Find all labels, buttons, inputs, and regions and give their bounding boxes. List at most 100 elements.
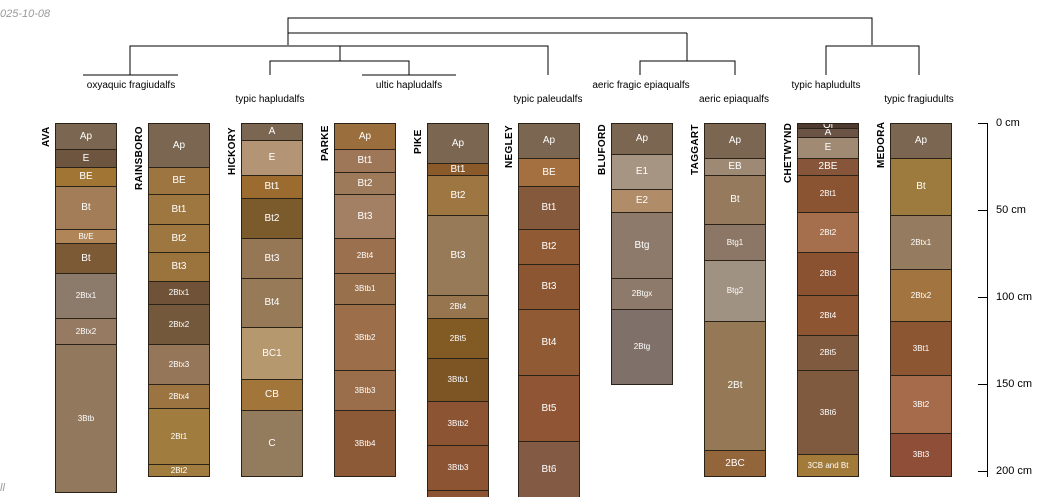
profile-name-chetwynd: CHETWYND [783, 122, 794, 183]
horizon-label: Bt5 [541, 402, 557, 414]
horizon-label: 2Bt2 [819, 227, 837, 237]
horizon: Bt2 [334, 172, 396, 195]
horizon: 3Btb1 [427, 358, 489, 402]
depth-tick [978, 297, 988, 298]
horizon: 3Btb [55, 344, 117, 493]
horizon-label: 3Btb4 [354, 438, 376, 448]
horizon: Ap [518, 123, 580, 159]
horizon-label: Bt2 [264, 212, 280, 224]
horizon: Bt [55, 186, 117, 230]
horizon: 2Btx3 [148, 344, 210, 385]
horizon [427, 490, 489, 497]
horizon-label: 3Btb3 [354, 385, 376, 395]
horizon: 2Btx2 [148, 304, 210, 345]
profile-name-pike: PIKE [413, 129, 424, 154]
horizon-label: 2Btg [633, 342, 651, 351]
taxon-label-1: oxyaquic fragiudalfs [86, 80, 176, 91]
horizon: 2Bt5 [427, 318, 489, 359]
horizon: 3Btb1 [334, 273, 396, 305]
horizon: A [241, 123, 303, 141]
profile-column-ava: Ap E BE Bt Bt/E Bt 2Btx1 2Btx2 3Btb [55, 123, 117, 497]
horizon-label: Ap [728, 135, 742, 146]
horizon-label: Bt3 [264, 252, 280, 264]
horizon: E [797, 137, 859, 159]
horizon: Ap [148, 123, 210, 168]
horizon: 3Btb2 [334, 304, 396, 371]
dendrogram [83, 17, 920, 76]
profile-column-rainsboro: Ap BE Bt1 Bt2 Bt3 2Btx1 2Btx2 2Btx3 2Btx4 2Bt1 2Bt… [148, 123, 210, 497]
horizon: Bt4 [241, 278, 303, 328]
horizon: Ap [334, 123, 396, 150]
horizon-label: Bt3 [450, 249, 466, 261]
horizon-label: 3Btb3 [447, 463, 469, 472]
horizon: Bt3 [241, 238, 303, 279]
horizon: E [55, 149, 117, 168]
horizon-label: Bt4 [541, 336, 557, 348]
horizon: 3CB and Bt [797, 454, 859, 477]
horizon-label: Ap [172, 139, 186, 151]
horizon-label: 2Btx1 [168, 288, 190, 297]
horizon-label: 2Bt4 [449, 302, 467, 311]
horizon-label: 3Btb2 [354, 332, 376, 342]
horizon: 2Bt2 [797, 212, 859, 253]
horizon: Bt2 [427, 175, 489, 216]
profile-column-pike: Ap Bt1 Bt2 Bt3 2Bt4 2Bt5 3Btb1 3Btb2 3Btb3 [427, 123, 489, 497]
horizon: 3Btb2 [427, 401, 489, 446]
horizon-label: 3Btb [77, 413, 95, 423]
dendro-epiaqualfs [639, 60, 736, 75]
profile-column-medora: Ap Bt 2Btx1 2Btx2 3Bt1 3Bt2 3Bt3 [890, 123, 952, 497]
horizon-label: Bt2 [171, 232, 187, 244]
horizon: Bt1 [241, 175, 303, 199]
horizon: Ap [427, 123, 489, 164]
depth-tick [978, 210, 988, 211]
profile-name-taggart: TAGGART [690, 124, 701, 176]
horizon-label: Oi [823, 123, 833, 129]
depth-tick-label: 50 cm [996, 204, 1026, 216]
horizon-label: E [82, 152, 90, 164]
horizon-label: BC1 [262, 347, 282, 359]
dendro-hapludalfs [269, 60, 410, 75]
horizon: E2 [611, 189, 673, 213]
horizon: 2Btgx [611, 278, 673, 310]
horizon-label: 3Btb1 [354, 284, 376, 293]
horizon: Btg2 [704, 260, 766, 322]
depth-tick [978, 471, 988, 472]
horizon-label: 2Bt1 [819, 189, 837, 198]
horizon: Bt2 [148, 224, 210, 253]
horizon-label: 2Bt5 [819, 348, 837, 357]
horizon-label: E [268, 152, 276, 163]
horizon: Bt [55, 243, 117, 274]
horizon-label: Ap [358, 130, 372, 142]
horizon-label: Bt3 [171, 261, 187, 272]
horizon: Bt3 [148, 252, 210, 282]
horizon-label: A [268, 126, 276, 137]
profile-column-hickory: A E Bt1 Bt2 Bt3 Bt4 BC1 CB C [241, 123, 303, 497]
profile-name-medora: MEDORA [876, 121, 887, 169]
profile-column-bluford: Ap E1 E2 Btg 2Btgx 2Btg [611, 123, 673, 497]
profile-column-chetwynd: Oi A E 2BE 2Bt1 2Bt2 2Bt3 2Bt4 2Bt5 3Bt6 3CB and B… [797, 123, 859, 497]
taxon-label-4: typic paleudalfs [513, 94, 583, 105]
taxon-label-7: typic hapludults [791, 80, 861, 91]
taxon-label-8: typic fragiudults [884, 94, 954, 105]
horizon-label: 2BE [818, 161, 838, 172]
horizon-label: 2Bt [727, 380, 743, 391]
profile-name-ava: AVA [41, 126, 52, 147]
horizon: BC1 [241, 327, 303, 380]
horizon: 2Btx1 [890, 215, 952, 270]
horizon-label: 2Bt4 [819, 310, 837, 320]
horizon: 2Bt4 [334, 238, 396, 274]
horizon-label: 2Btx2 [910, 290, 932, 300]
horizon: 2Bt [704, 321, 766, 451]
horizon-label: 3Btb1 [447, 375, 469, 384]
horizon: Bt3 [518, 264, 580, 310]
horizon-label: Btg [634, 239, 650, 251]
horizon: 2Bt5 [797, 335, 859, 371]
horizon: Btg1 [704, 224, 766, 261]
horizon-label: 2Bt4 [356, 251, 374, 260]
horizon: Ap [704, 123, 766, 159]
horizon-label: 2Btx1 [910, 237, 932, 247]
corner-label: ll [0, 482, 5, 494]
horizon: 2Btx2 [890, 269, 952, 322]
horizon-label: 2Btx2 [168, 319, 190, 329]
taxon-label-3: ultic hapludalfs [375, 80, 443, 91]
